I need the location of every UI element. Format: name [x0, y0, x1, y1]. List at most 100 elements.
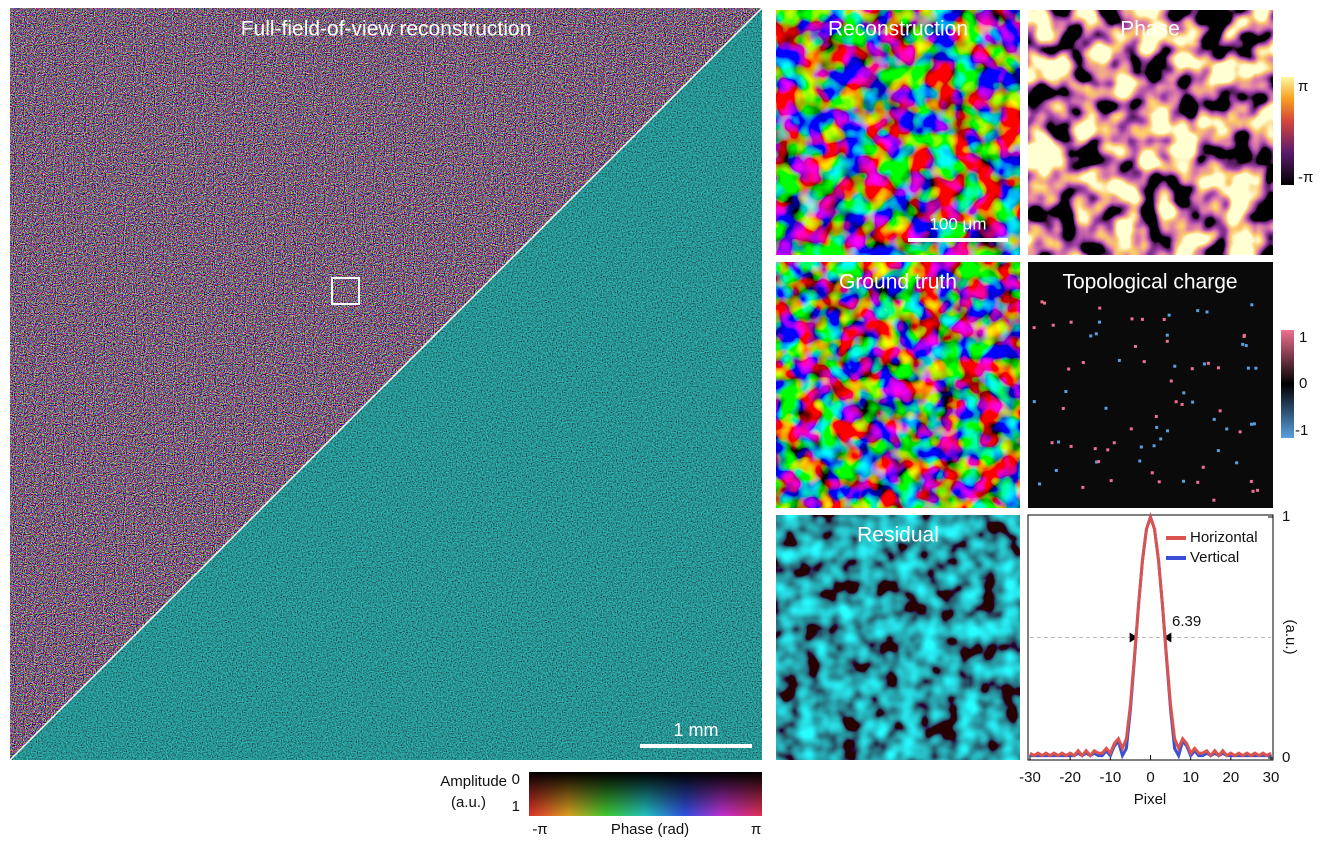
charge-dot: [1165, 339, 1169, 343]
charge-dot: [1081, 361, 1085, 365]
panel-title: Topological charge: [1062, 271, 1237, 294]
charge-dot: [1081, 485, 1085, 489]
charge-dot: [1162, 318, 1166, 322]
charge-dot: [1117, 358, 1121, 362]
zoom-box: [331, 277, 360, 305]
charge-dot: [1159, 437, 1163, 441]
scale-label: 1 mm: [674, 720, 719, 740]
charge-dot: [1246, 366, 1250, 370]
legend-label: Horizontal: [1190, 529, 1258, 546]
charge-dot: [1249, 479, 1253, 483]
colorbar-tick: π: [1298, 78, 1308, 95]
legend-label: Vertical: [1190, 549, 1239, 566]
residual-image: [776, 515, 1020, 760]
charge-dot: [1251, 489, 1255, 493]
colorbar-tick: 0: [512, 771, 520, 788]
x-tick-label: -10: [1099, 769, 1121, 786]
x-axis-label: Pixel: [1134, 791, 1167, 808]
charge-dot: [1174, 400, 1178, 404]
charge-dot: [1051, 323, 1055, 327]
charge-dot: [1061, 406, 1065, 410]
charge-dot: [1212, 417, 1216, 421]
charge-dot: [1169, 379, 1173, 383]
charge-dot: [1064, 390, 1068, 394]
phase-colorbar: [1281, 77, 1294, 185]
charge-dot: [1050, 441, 1054, 445]
colorbar-tick: 1: [1299, 329, 1307, 346]
charge-dot: [1256, 488, 1260, 492]
charge-dot: [1205, 310, 1209, 314]
charge-dot: [1095, 460, 1099, 464]
charge-dot: [1242, 334, 1246, 338]
charge-dot: [1134, 344, 1138, 348]
arrow: [1163, 632, 1172, 643]
charge-dot: [1190, 367, 1194, 371]
charge-dots: [1032, 300, 1260, 502]
charge-dot: [1140, 317, 1144, 321]
charge-dot: [1054, 468, 1058, 472]
charge-dot: [1181, 479, 1185, 483]
charge-dot: [1196, 309, 1200, 313]
x-tick-label: 30: [1263, 769, 1280, 786]
colorbar-shade: [529, 772, 762, 816]
charge-dot: [1157, 480, 1161, 484]
colorbar-tick: -π: [532, 821, 547, 838]
charge-dot: [1244, 344, 1248, 348]
charge-dot: [1098, 320, 1102, 324]
charge-dot: [1042, 301, 1046, 305]
y-tick-label: 1: [1282, 508, 1290, 525]
charge-dot: [1250, 303, 1254, 307]
charge-dot: [1094, 332, 1098, 336]
colorbar-label: Amplitude: [440, 773, 507, 790]
x-tick-label: 20: [1222, 769, 1239, 786]
charge-dot: [1216, 449, 1220, 453]
ground-truth-image: [776, 262, 1020, 508]
colorbar-label: (a.u.): [451, 794, 486, 811]
charge-dot: [1089, 334, 1093, 338]
diagonal: [9, 7, 763, 761]
colorbar-tick: π: [751, 821, 761, 838]
charge-dot: [1038, 482, 1042, 486]
charge-dot: [1191, 400, 1195, 404]
charge-dot: [1106, 448, 1110, 452]
topological-charge-image: [1028, 262, 1273, 508]
x-tick-label: 0: [1146, 769, 1154, 786]
charge-dot: [1129, 427, 1133, 431]
charge-dot: [1139, 445, 1143, 449]
charge-dot: [1112, 441, 1116, 445]
charge-dot: [1238, 430, 1242, 434]
charge-dot: [1098, 306, 1102, 310]
reconstruction-image: [776, 10, 1020, 255]
charge-dot: [1202, 362, 1206, 366]
panel-title: Reconstruction: [828, 18, 968, 41]
charge-dot: [1201, 465, 1205, 469]
charge-dot: [1250, 422, 1254, 426]
charge-colorbar: [1281, 330, 1294, 438]
charge-dot: [1032, 326, 1036, 330]
panel-title: Phase: [1120, 18, 1180, 41]
colorbar-tick: 0: [1299, 375, 1307, 392]
charge-dot: [1093, 447, 1097, 451]
charge-dot: [1040, 300, 1044, 304]
charge-dot: [1206, 361, 1210, 365]
charge-dot: [1212, 498, 1216, 502]
charge-dot: [1138, 459, 1142, 463]
charge-dot: [1173, 364, 1177, 368]
panel-title: Full-field-of-view reconstruction: [241, 18, 532, 41]
y-tick-label: 0: [1282, 749, 1290, 766]
x-tick-label: 10: [1182, 769, 1199, 786]
charge-dot: [1155, 425, 1159, 429]
colorbar-tick: -π: [1298, 169, 1313, 186]
colorbar-tick: -1: [1295, 422, 1308, 439]
series-line: [1029, 512, 1272, 758]
charge-dot: [1165, 333, 1169, 337]
x-tick-label: -30: [1019, 769, 1041, 786]
charge-dot: [1150, 471, 1154, 475]
charge-dot: [1154, 414, 1158, 418]
scale-label: 100 μm: [929, 214, 986, 233]
charge-dot: [1032, 400, 1036, 404]
charge-dot: [1167, 313, 1171, 317]
charge-dot: [1254, 366, 1258, 370]
